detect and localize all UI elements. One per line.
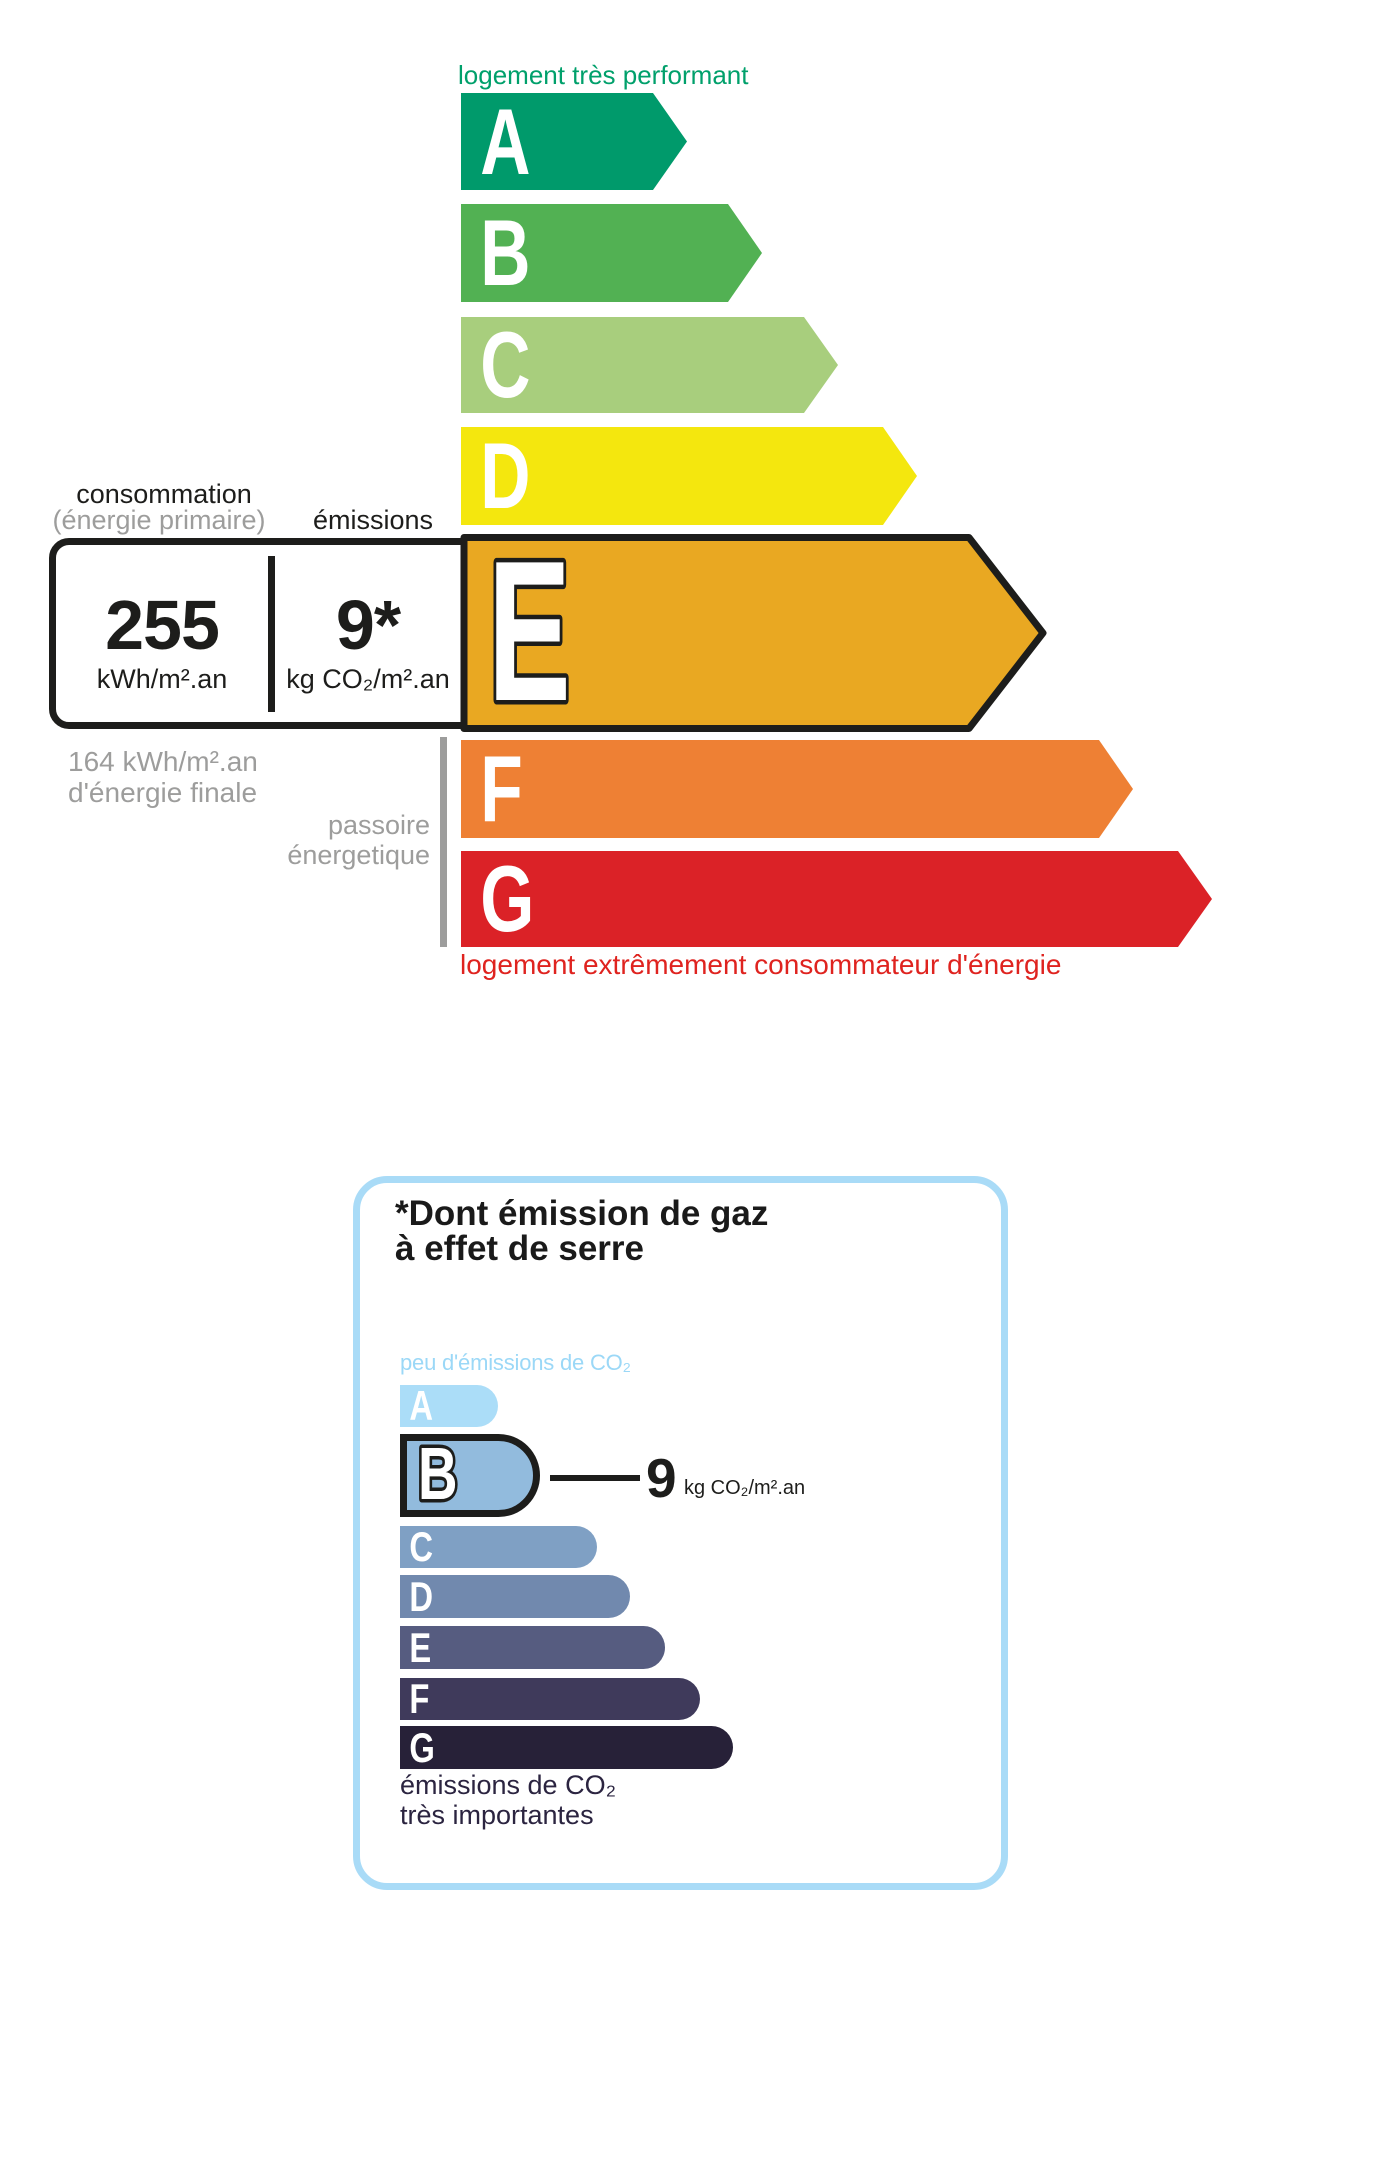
consumption-value-cell: 255 kWh/m².an [56, 545, 268, 722]
sieve-bracket-bar [440, 737, 447, 947]
energy-class-arrow-g: G [461, 851, 1212, 947]
co2-class-letter-f: F [409, 1675, 430, 1722]
energy-class-letter-b: B [480, 200, 531, 305]
dpe-value-box: 255 kWh/m².an 9* kg CO₂/m².an [49, 538, 468, 729]
consumption-unit: kWh/m².an [96, 664, 228, 694]
top-performance-label: logement très performant [458, 60, 749, 90]
co2-high-emissions-line1: émissions de CO₂ [400, 1770, 617, 1800]
energy-class-arrow-b: B [461, 204, 762, 302]
energy-class-arrow-f: F [461, 740, 1133, 838]
co2-class-letter-d: D [409, 1572, 434, 1620]
co2-class-bar-c: C [400, 1526, 597, 1568]
co2-class-bar-d: D [400, 1575, 630, 1618]
energy-class-letter-g: G [480, 846, 535, 951]
co2-high-emissions-line2: très importantes [400, 1800, 594, 1830]
co2-panel-title: *Dont émission de gaz à effet de serre [395, 1196, 768, 1266]
value-box-divider [268, 555, 275, 712]
energy-class-arrow-d: D [461, 427, 917, 525]
energy-class-letter-c: C [480, 312, 531, 417]
e-arrow-shape [460, 534, 1047, 732]
co2-class-letter-g: G [409, 1723, 435, 1771]
energy-class-letter-d: D [480, 423, 531, 528]
co2-panel-title-line2: à effet de serre [395, 1229, 645, 1268]
co2-class-bar-g: G [400, 1726, 733, 1769]
energy-class-letter-f: F [480, 736, 523, 841]
co2-value-pointer-line [550, 1475, 640, 1481]
co2-class-bar-f: F [400, 1678, 700, 1720]
co2-class-letter-b-svg: B [415, 1429, 461, 1518]
consumption-value: 255 [105, 586, 220, 664]
energy-class-letter-a: A [480, 88, 531, 194]
consumption-label: consommation [76, 479, 252, 509]
emissions-label: émissions [312, 505, 434, 535]
co2-class-letter-a: A [409, 1382, 434, 1429]
energy-class-letter-e: E [488, 520, 571, 744]
primary-energy-label: (énergie primaire) [52, 505, 266, 535]
bottom-performance-label: logement extrêmement consommateur d'éner… [460, 949, 1062, 980]
co2-low-emissions-label: peu d'émissions de CO₂ [400, 1350, 631, 1375]
current-energy-class-arrow-e: E [460, 516, 1047, 747]
emissions-value: 9* [335, 586, 401, 664]
energy-sieve-line1: passoire [327, 810, 430, 840]
co2-value: 9 [646, 1447, 677, 1509]
co2-class-letter-c: C [409, 1523, 434, 1570]
co2-high-emissions-label: émissions de CO₂ très importantes [400, 1770, 616, 1830]
co2-class-letter-b: B [418, 1432, 458, 1515]
energy-sieve-line2: énergetique [287, 840, 430, 870]
energy-class-arrow-c: C [461, 317, 838, 413]
emissions-unit: kg CO₂/m².an [286, 664, 450, 694]
co2-class-bar-a: A [400, 1385, 498, 1427]
final-energy-line2: d'énergie finale [68, 777, 258, 808]
emissions-value-cell: 9* kg CO₂/m².an [275, 545, 461, 722]
current-co2-class-bar-b: B [400, 1429, 540, 1518]
co2-panel-title-line1: *Dont émission de gaz [395, 1194, 769, 1233]
co2-value-unit: kg CO₂/m².an [684, 1477, 806, 1499]
co2-class-letter-e: E [409, 1623, 432, 1671]
energy-sieve-note: passoire énergetique [220, 810, 430, 870]
energy-class-arrow-a: A [461, 93, 687, 190]
co2-class-bar-e: E [400, 1626, 665, 1669]
final-energy-line1: 164 kWh/m².an [68, 746, 258, 777]
final-energy-note: 164 kWh/m².an d'énergie finale [68, 746, 258, 808]
